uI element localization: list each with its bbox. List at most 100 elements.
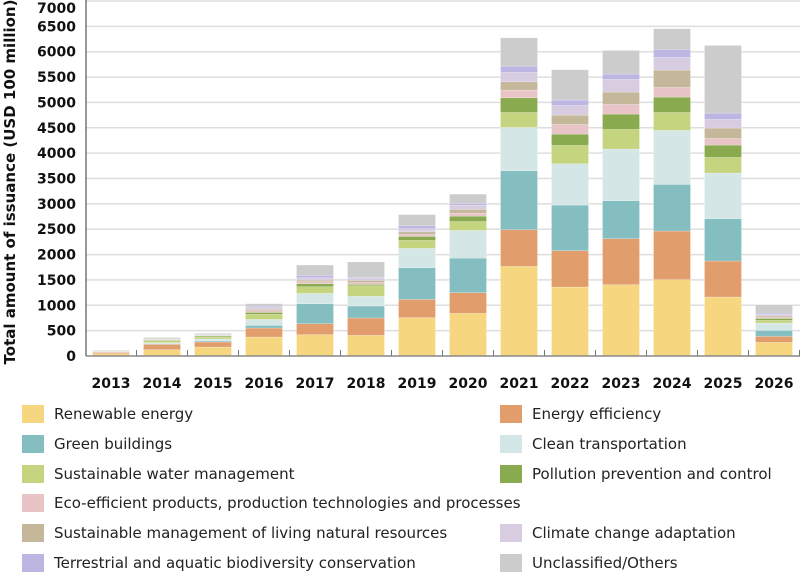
x-tick-label: 2018	[347, 376, 386, 392]
bar-segment	[449, 209, 487, 214]
bar-segment	[296, 275, 334, 279]
bar-segment	[143, 344, 181, 350]
bar-segment	[347, 261, 385, 278]
legend-item: Renewable energy	[22, 405, 193, 423]
bar-segment	[296, 323, 334, 336]
bar-segment	[398, 299, 436, 318]
bar-segment	[704, 157, 742, 174]
bar-segment	[653, 130, 691, 185]
bar-segment	[602, 91, 640, 105]
legend-swatch	[22, 524, 44, 543]
y-tick-label: 5000	[37, 95, 76, 111]
bar-segment	[704, 45, 742, 114]
bar-segment	[500, 229, 538, 267]
x-tick-label: 2026	[755, 376, 794, 392]
x-tick-label: 2025	[704, 376, 743, 392]
legend-swatch	[500, 405, 522, 423]
x-tick-label: 2022	[551, 376, 590, 392]
bar-segment	[602, 148, 640, 202]
y-tick-label: 500	[47, 324, 76, 340]
bar-segment	[653, 230, 691, 280]
bar-segment	[245, 325, 283, 329]
bar-segment	[500, 170, 538, 231]
bar-segment	[143, 337, 181, 340]
bar-segment	[602, 238, 640, 285]
legend-label: Climate change adaptation	[532, 524, 736, 543]
bar-segment	[653, 49, 691, 58]
bar-segment	[296, 277, 334, 281]
bar-segment	[449, 292, 487, 314]
bar-segment	[704, 144, 742, 158]
bar-segment	[449, 215, 487, 222]
bar-segment	[755, 336, 793, 343]
bar-segment	[398, 214, 436, 227]
bar-segment	[602, 129, 640, 150]
bar-segment	[602, 79, 640, 93]
legend-label: Terrestrial and aquatic biodiversity con…	[54, 554, 416, 572]
bar-segment	[653, 28, 691, 50]
y-tick-label: 4000	[37, 146, 76, 162]
bar-segment	[398, 236, 436, 241]
y-tick-label: 1000	[37, 298, 76, 314]
bar-segment	[398, 234, 436, 237]
legend-item: Eco-efficient products, production techn…	[22, 494, 521, 513]
bar-segment	[500, 72, 538, 83]
bar-segment	[296, 293, 334, 305]
bar-segment	[500, 89, 538, 99]
y-axis-label: Total amount of issuance (USD 100 millio…	[1, 0, 19, 364]
bar-segment	[704, 138, 742, 146]
bar-segment	[398, 231, 436, 235]
bar-segment	[602, 113, 640, 130]
legend-swatch	[500, 554, 522, 572]
bar-segment	[500, 37, 538, 67]
bar-segment	[347, 317, 385, 336]
bar-segment	[245, 314, 283, 320]
x-tick-label: 2023	[602, 376, 641, 392]
bar-segment	[296, 303, 334, 324]
bar-segment	[755, 322, 793, 331]
legend-swatch	[22, 405, 44, 423]
bar-segment	[398, 240, 436, 249]
bar-segment	[653, 69, 691, 88]
bar-segment	[500, 112, 538, 128]
bar-segment	[704, 260, 742, 298]
x-tick-label: 2016	[245, 376, 284, 392]
legend-label: Sustainable management of living natural…	[54, 524, 448, 543]
legend-label: Green buildings	[54, 434, 173, 453]
y-tick-label: 3000	[37, 197, 76, 213]
legend-item: Sustainable water management	[22, 464, 294, 483]
y-tick-label: 1500	[37, 273, 76, 289]
x-tick-label: 2024	[653, 376, 692, 392]
y-tick-label: 6000	[37, 45, 76, 61]
bar-segment	[398, 267, 436, 300]
y-tick-label: 4500	[37, 121, 76, 137]
x-tick-label: 2020	[449, 376, 488, 392]
legend-item: Terrestrial and aquatic biodiversity con…	[22, 554, 416, 572]
legend-swatch	[22, 464, 44, 483]
bar-segment	[449, 212, 487, 217]
bar-segment	[551, 114, 589, 125]
bar-segment	[755, 342, 793, 357]
bar-segment	[449, 257, 487, 294]
bar-segment	[653, 184, 691, 232]
bar-segment	[551, 99, 589, 106]
bar-segment	[449, 204, 487, 210]
bar-segment	[398, 228, 436, 233]
legend-label: Eco-efficient products, production techn…	[54, 494, 521, 513]
bar-segment	[500, 97, 538, 113]
bar-segment	[245, 327, 283, 338]
bar-segment	[500, 266, 538, 357]
bar-segment	[398, 317, 436, 357]
bar-segment	[602, 73, 640, 80]
bar-segment	[602, 284, 640, 357]
bar-segment	[194, 333, 232, 335]
bar-segment	[347, 335, 385, 357]
legend-swatch	[22, 434, 44, 453]
x-tick-label: 2014	[143, 376, 182, 392]
bar-segment	[551, 250, 589, 288]
bar-segment	[500, 65, 538, 73]
bar-segment	[296, 334, 334, 357]
bar-segment	[755, 312, 793, 315]
legend-label: Clean transportation	[532, 434, 687, 453]
